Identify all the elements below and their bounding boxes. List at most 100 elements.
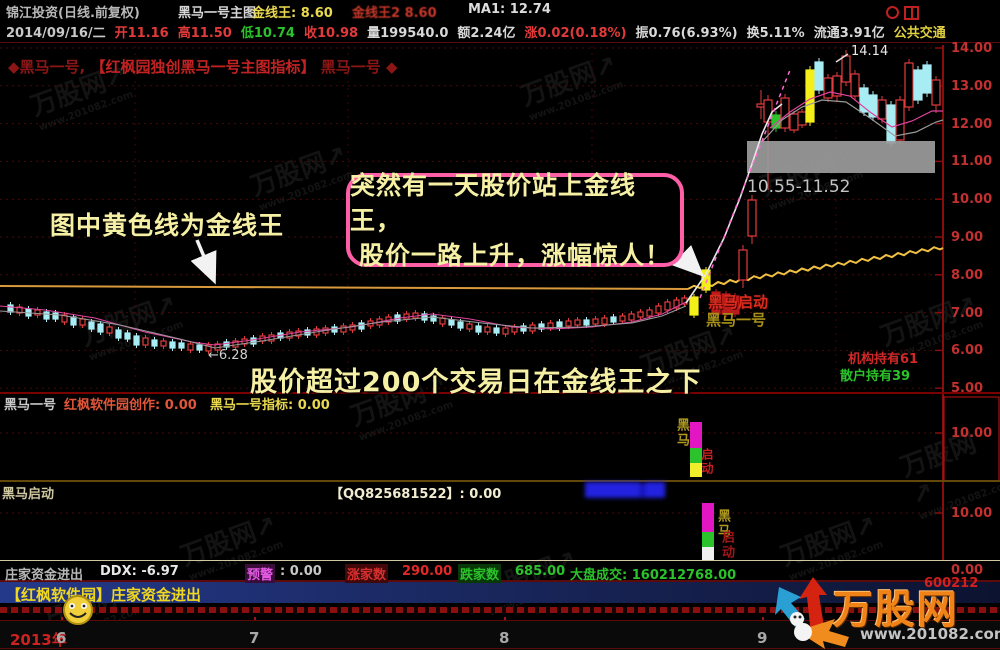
candle: [763, 99, 773, 123]
y-axis-label: 13.00: [951, 78, 993, 94]
panel2-signal-text2: 启动: [700, 448, 714, 476]
bottom-toolbar[interactable]: 【红枫软件园】庄家资金进出: [0, 582, 1000, 604]
y-axis-label: 10.00: [951, 192, 993, 208]
candle: [886, 104, 896, 144]
divider: [0, 620, 1000, 621]
candle: [868, 94, 878, 118]
candle: [904, 62, 914, 108]
quote-field: 2014/09/16/二: [6, 26, 106, 41]
candle: [367, 320, 374, 327]
candle: [805, 69, 815, 123]
candle: [394, 314, 401, 322]
y-axis-label: 11.00: [951, 154, 993, 170]
candle: [655, 305, 662, 314]
candle: [547, 322, 554, 329]
watermark: 万股网↗www.201082.com: [776, 510, 885, 584]
candle: [574, 319, 581, 326]
logo-url: www.201082.com: [860, 625, 1000, 643]
circle-window-icon[interactable]: [886, 6, 899, 19]
candle: [556, 321, 563, 329]
candle: [601, 317, 608, 325]
time-axis-label: 8: [499, 629, 510, 647]
chart-label: ←6.28: [208, 348, 248, 363]
grid-window-icon[interactable]: [904, 6, 919, 20]
quote-field: 振0.76(6.93%): [635, 26, 738, 41]
quote-field: 换5.11%: [746, 26, 805, 41]
corner-code: 600212: [924, 576, 979, 591]
candle: [619, 315, 626, 322]
candle: [797, 111, 807, 126]
time-axis-label: 9: [757, 629, 768, 647]
candle: [771, 114, 781, 129]
candle: [664, 301, 671, 311]
toolbar-label: 【红枫软件园】庄家资金进出: [6, 586, 202, 604]
panel3-ylabel2: 0.00: [951, 563, 984, 578]
candle: [628, 313, 635, 321]
status-item: : 0.00: [280, 564, 322, 579]
candle: [738, 249, 748, 281]
candle: [331, 326, 338, 333]
chart-label: 机构持有61: [848, 352, 919, 367]
candle: [850, 73, 860, 97]
divider: [0, 392, 1000, 394]
panel3-qq-value: 【QQ825681522】: 0.00: [330, 487, 502, 502]
time-axis-year: 2013年: [10, 631, 67, 649]
divider: [0, 480, 1000, 482]
candle: [358, 322, 365, 330]
quote-field: 流通3.91亿: [813, 26, 885, 41]
candle: [931, 79, 941, 106]
panel2-name: 黑马一号: [4, 398, 57, 413]
redacted-text: █████▌██: [585, 483, 665, 498]
y-axis-label: 12.00: [951, 116, 993, 132]
candle: [565, 320, 572, 327]
chart-label: 散户持有39: [840, 369, 911, 384]
quote-field: 涨0.02(0.18%): [524, 26, 627, 41]
candle: [502, 327, 509, 335]
panel3-ylabel: 10.00: [951, 506, 993, 521]
candle: [412, 312, 419, 319]
candle: [439, 317, 446, 325]
indicator-title-line: ◆黑马一号, 【红枫园独创黑马一号主图指标】 黑马一号 ◆: [8, 56, 397, 77]
quote-field: 高11.50: [177, 26, 232, 41]
candle: [322, 327, 329, 334]
indicator-name-2: 黑马一号 ◆: [320, 58, 398, 76]
indicator-bar: [702, 547, 714, 560]
candle: [895, 99, 905, 141]
panel2-value2: 黑马一号指标: 0.00: [210, 398, 330, 413]
candle: [34, 309, 41, 316]
y-axis-label: 5.00: [951, 381, 984, 397]
candle: [421, 313, 428, 321]
goldline2-value: 金线王2 8.60: [352, 6, 437, 21]
y-axis-label: 6.00: [951, 343, 984, 359]
candle: [484, 326, 491, 333]
indicator-bar: [690, 422, 702, 448]
quote-field: 低10.74: [240, 26, 295, 41]
goldline-value: 金线王: 8.60: [252, 6, 333, 21]
watermark: 万股网↗www.201082.com: [756, 140, 865, 214]
candle: [16, 306, 23, 314]
y-axis-label: 14.00: [951, 41, 993, 56]
panel2-signal-text: 黑马: [674, 418, 689, 448]
status-item: 庄家资金进出: [5, 568, 84, 583]
stock-title: 锦江投资(日线.前复权): [6, 6, 140, 21]
candle: [403, 313, 410, 320]
quote-bar: 2014/09/16/二 开11.16 高11.50 低10.74 收10.98 量199…: [6, 22, 996, 41]
candle: [457, 321, 464, 329]
candle: [493, 327, 500, 334]
candle: [52, 312, 59, 320]
chart-name: 黑马一号主图: [178, 6, 257, 21]
divider: [0, 560, 1000, 561]
goldline-flat: [0, 285, 689, 290]
quote-field: 公共交通: [893, 26, 946, 41]
candle: [747, 199, 757, 237]
candle: [286, 331, 293, 339]
candle: [877, 99, 887, 120]
indicator-source: 【红枫园独创黑马一号主图指标】: [90, 58, 316, 76]
candle: [349, 324, 356, 331]
divider: [0, 648, 1000, 649]
ma1-value: MA1: 12.74: [468, 2, 551, 17]
candle: [475, 325, 482, 333]
ma-gray-top: [761, 99, 944, 143]
candle: [313, 328, 320, 336]
divider: [0, 42, 1000, 43]
